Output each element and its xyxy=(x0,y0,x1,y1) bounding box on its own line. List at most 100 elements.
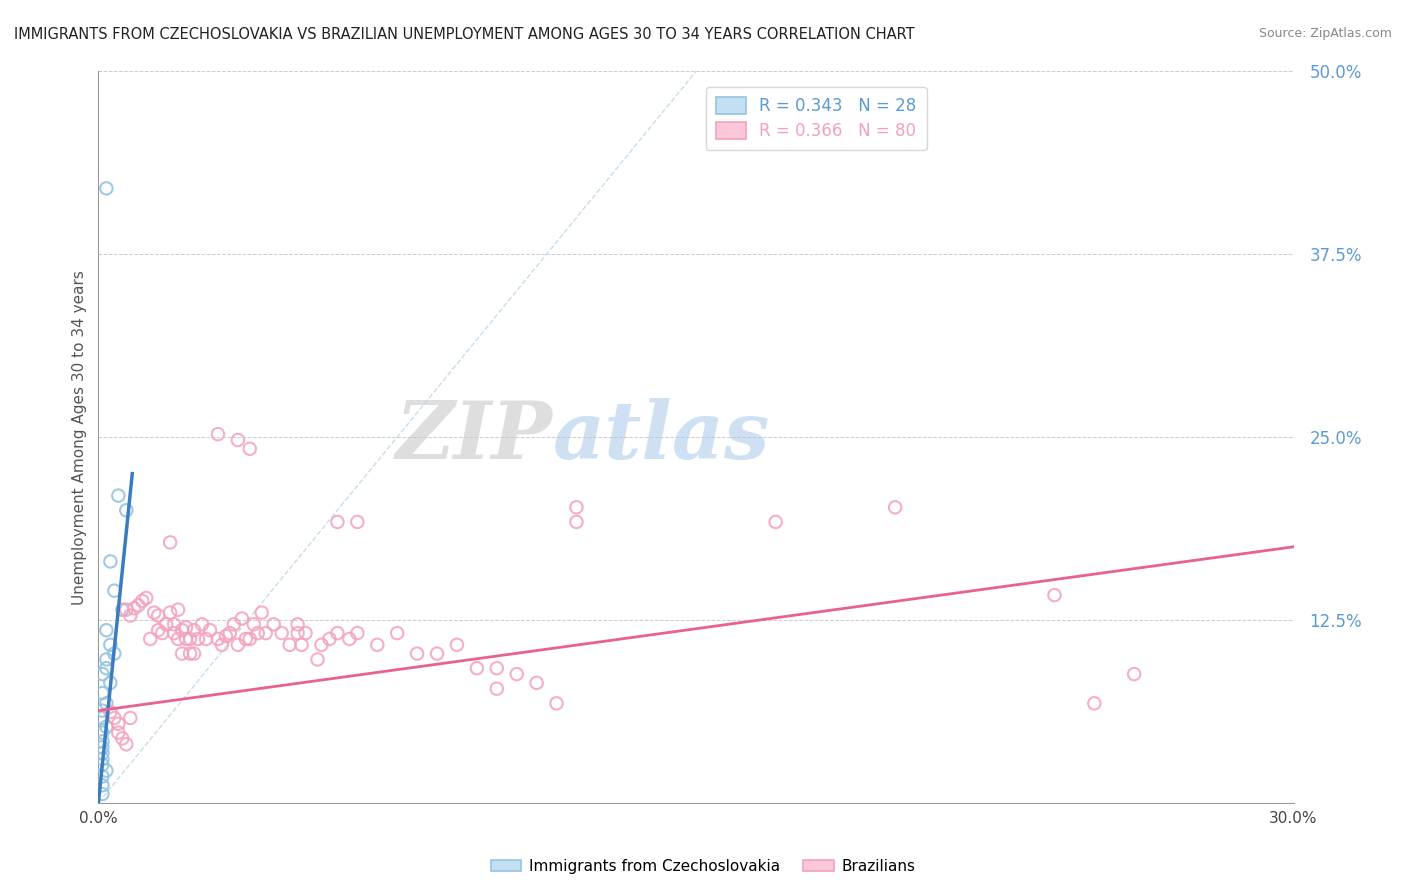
Point xyxy=(150,626,173,640)
Point xyxy=(290,638,312,652)
Text: atlas: atlas xyxy=(553,399,770,475)
Y-axis label: Unemployment Among Ages 30 to 34 years: Unemployment Among Ages 30 to 34 years xyxy=(72,269,87,605)
Point xyxy=(246,626,269,640)
Point xyxy=(91,734,114,748)
Point xyxy=(115,503,138,517)
Point xyxy=(111,603,134,617)
Point xyxy=(1123,667,1146,681)
Point xyxy=(263,617,285,632)
Point xyxy=(506,667,529,681)
Text: ZIP: ZIP xyxy=(395,399,553,475)
Point xyxy=(326,626,349,640)
Point xyxy=(103,711,125,725)
Point xyxy=(91,769,114,783)
Point xyxy=(485,681,508,696)
Point xyxy=(103,647,125,661)
Point xyxy=(406,647,429,661)
Point xyxy=(294,626,316,640)
Point xyxy=(174,632,197,646)
Point xyxy=(1083,696,1105,710)
Point xyxy=(179,632,201,646)
Point xyxy=(179,647,201,661)
Point xyxy=(124,601,146,615)
Point xyxy=(127,599,149,613)
Point xyxy=(148,623,170,637)
Point xyxy=(131,594,153,608)
Point xyxy=(91,752,114,766)
Point xyxy=(339,632,360,646)
Point xyxy=(426,647,449,661)
Point xyxy=(115,603,138,617)
Point xyxy=(100,554,122,568)
Point xyxy=(385,626,409,640)
Point xyxy=(120,711,142,725)
Point xyxy=(91,725,114,739)
Legend: R = 0.343   N = 28, R = 0.366   N = 80: R = 0.343 N = 28, R = 0.366 N = 80 xyxy=(706,87,927,150)
Point xyxy=(143,606,166,620)
Point xyxy=(311,638,333,652)
Point xyxy=(96,623,118,637)
Point xyxy=(231,611,253,625)
Point xyxy=(207,427,229,442)
Point xyxy=(195,632,218,646)
Point xyxy=(167,603,190,617)
Point xyxy=(96,696,118,710)
Legend: Immigrants from Czechoslovakia, Brazilians: Immigrants from Czechoslovakia, Brazilia… xyxy=(485,853,921,880)
Point xyxy=(318,632,340,646)
Point xyxy=(243,617,266,632)
Text: Source: ZipAtlas.com: Source: ZipAtlas.com xyxy=(1258,27,1392,40)
Point xyxy=(526,676,548,690)
Point xyxy=(546,696,568,710)
Point xyxy=(183,623,205,637)
Point xyxy=(239,442,262,456)
Point xyxy=(91,746,114,760)
Point xyxy=(91,787,114,801)
Point xyxy=(96,181,118,195)
Point xyxy=(96,764,118,778)
Point xyxy=(103,583,125,598)
Text: IMMIGRANTS FROM CZECHOSLOVAKIA VS BRAZILIAN UNEMPLOYMENT AMONG AGES 30 TO 34 YEA: IMMIGRANTS FROM CZECHOSLOVAKIA VS BRAZIL… xyxy=(14,27,915,42)
Point xyxy=(111,731,134,746)
Point xyxy=(226,433,249,447)
Point xyxy=(91,686,114,700)
Point xyxy=(235,632,257,646)
Point xyxy=(91,757,114,772)
Point xyxy=(91,778,114,792)
Point xyxy=(239,632,262,646)
Point xyxy=(287,626,309,640)
Point xyxy=(765,515,787,529)
Point xyxy=(254,626,277,640)
Point xyxy=(91,711,114,725)
Point xyxy=(100,638,122,652)
Point xyxy=(270,626,292,640)
Point xyxy=(96,720,118,734)
Point xyxy=(107,725,129,739)
Point xyxy=(346,626,368,640)
Point xyxy=(446,638,468,652)
Point xyxy=(1043,588,1066,602)
Point xyxy=(91,704,114,718)
Point xyxy=(183,647,205,661)
Point xyxy=(135,591,157,605)
Point xyxy=(326,515,349,529)
Point xyxy=(107,716,129,731)
Point xyxy=(346,515,368,529)
Point xyxy=(139,632,162,646)
Point xyxy=(366,638,388,652)
Point xyxy=(100,705,122,719)
Point xyxy=(211,638,233,652)
Point xyxy=(159,535,181,549)
Point xyxy=(465,661,488,675)
Point xyxy=(278,638,301,652)
Point xyxy=(287,617,309,632)
Point xyxy=(120,608,142,623)
Point xyxy=(191,617,214,632)
Point xyxy=(884,500,907,515)
Point xyxy=(250,606,273,620)
Point xyxy=(96,661,118,675)
Point xyxy=(172,647,194,661)
Point xyxy=(107,489,129,503)
Point xyxy=(565,515,588,529)
Point xyxy=(219,626,242,640)
Point xyxy=(187,632,209,646)
